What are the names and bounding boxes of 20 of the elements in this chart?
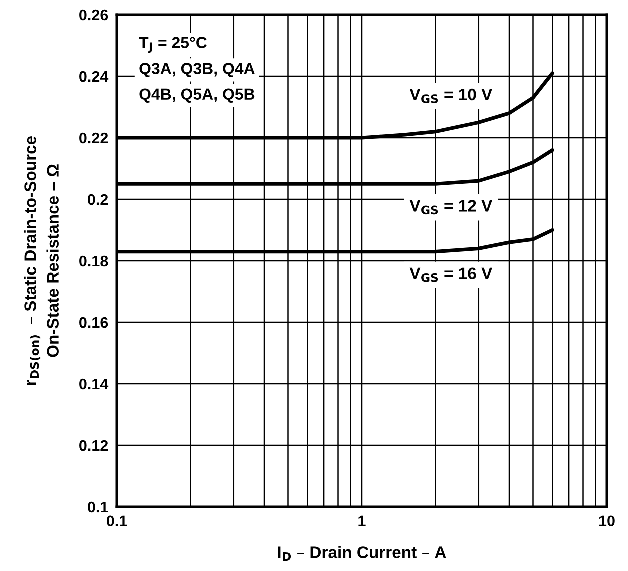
annotation: Q3A, Q3B, Q4A	[140, 63, 255, 78]
x-tick-label: 0.1	[106, 516, 128, 527]
annotation: Q4B, Q5A, Q5B	[140, 88, 255, 104]
y-tick-label: 0.14	[80, 378, 109, 390]
x-tick-label: 10	[599, 516, 615, 527]
annotation: T$_{J}$ = 25°C	[139, 37, 208, 54]
y-tick-label: 0.12	[80, 440, 108, 452]
y-tick-label: 0.18	[80, 256, 108, 267]
x-axis-title: I$_{D}$ – Drain Current – A	[278, 546, 446, 561]
series-label: V$_{GS}$ = 16 V	[410, 268, 493, 282]
y-tick-label: 0.22	[80, 132, 108, 144]
y-tick-label: 0.2	[88, 194, 108, 206]
series-label: V$_{GS}$ = 10 V	[410, 88, 493, 104]
y-tick-label: 0.24	[80, 71, 109, 82]
y-tick-label: 0.26	[80, 10, 108, 21]
x-tick-label: 1	[358, 516, 366, 526]
y-tick-label: 0.16	[80, 317, 108, 328]
y-tick-label: 0.1	[88, 502, 108, 513]
y-axis-title: r$_{DS(on)}$ – Static Drain-to-Source On-State Resistance – Ω	[24, 136, 59, 386]
series-label: V$_{GS}$ = 12 V	[410, 200, 493, 215]
